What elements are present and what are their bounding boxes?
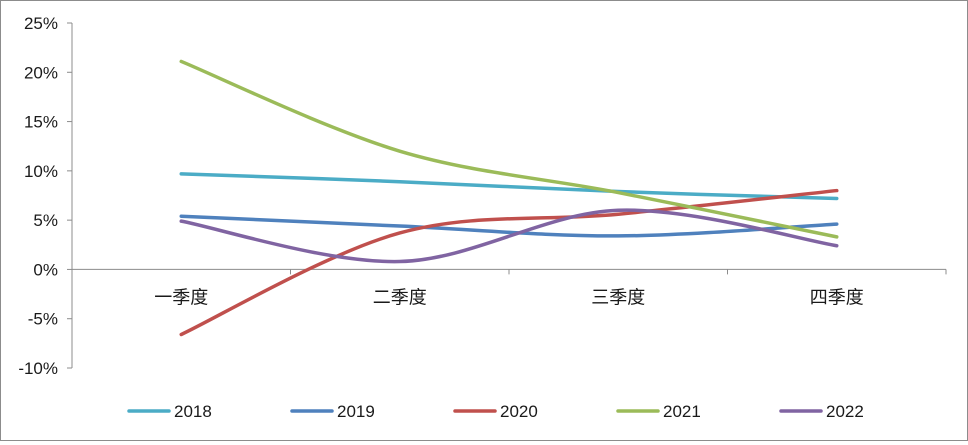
series-line-2022 <box>179 208 839 264</box>
legend-label-2021: 2021 <box>663 402 701 421</box>
y-tick-label: 5% <box>33 211 58 230</box>
legend-label-2022: 2022 <box>826 402 864 421</box>
x-category-label: 四季度 <box>810 287 864 308</box>
y-tick-label: 20% <box>24 63 58 82</box>
x-category-label: 一季度 <box>154 287 208 308</box>
y-tick-label: -10% <box>18 359 58 378</box>
y-tick-label: 15% <box>24 113 58 132</box>
x-category-label: 三季度 <box>591 287 645 308</box>
y-tick-label: 25% <box>24 14 58 33</box>
y-axis-ticks: 25% 20% 15% 10% 5% 0% -5% -10% <box>18 14 72 378</box>
legend-label-2019: 2019 <box>337 402 375 421</box>
y-tick-label: 0% <box>33 260 58 279</box>
y-tick-label: 10% <box>24 162 58 181</box>
y-tick-label: -5% <box>28 310 58 329</box>
x-category-label: 二季度 <box>373 287 427 308</box>
legend-label-2020: 2020 <box>500 402 538 421</box>
legend-label-2018: 2018 <box>174 402 212 421</box>
x-axis-categories: 一季度 二季度 三季度 四季度 <box>154 287 864 308</box>
series-line-2020 <box>179 188 839 337</box>
series-line-2021 <box>179 59 839 239</box>
axes <box>71 23 947 368</box>
series-line-2018 <box>179 172 839 201</box>
legend: 2018 2019 2020 2021 2022 <box>127 402 864 421</box>
series-lines <box>179 59 839 337</box>
series-line-2019 <box>179 214 839 238</box>
